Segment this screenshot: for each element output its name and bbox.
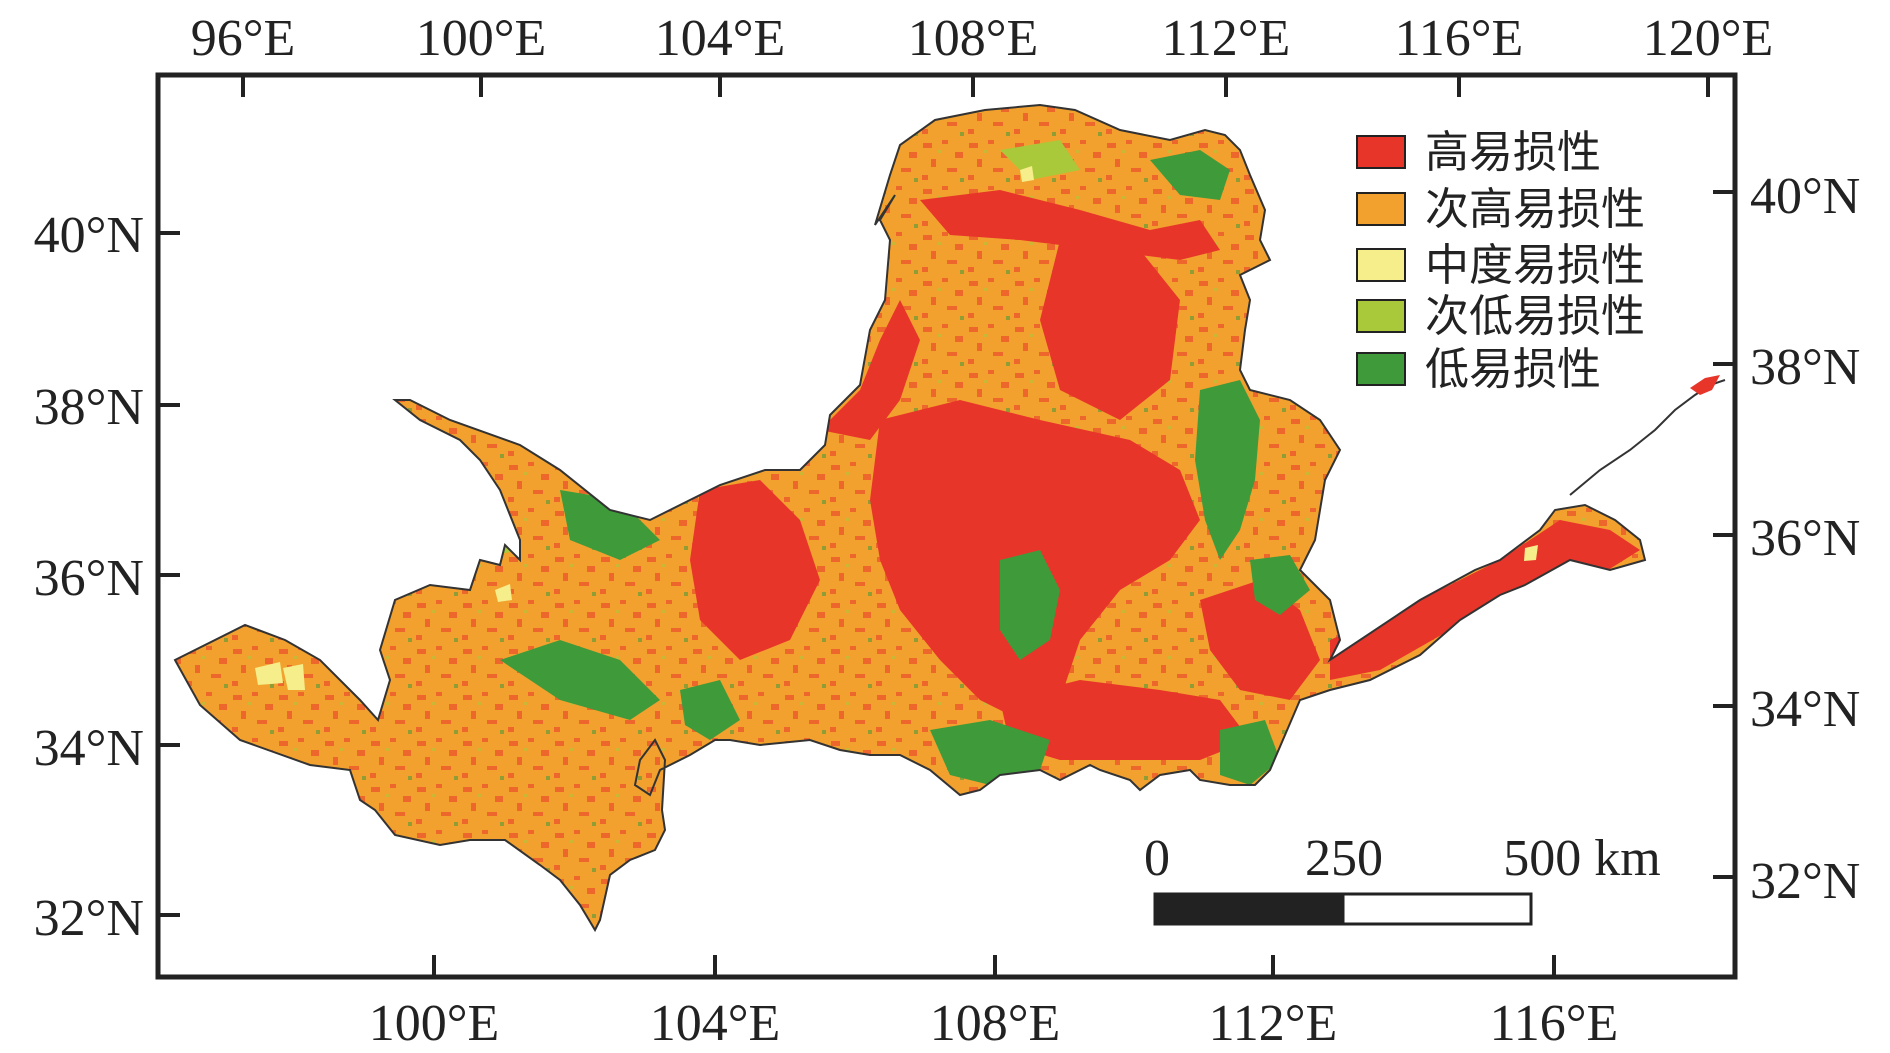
legend-label: 次高易损性 xyxy=(1425,184,1645,235)
high-patch-lower-reach xyxy=(1330,520,1640,680)
bottom-axis-label: 112°E xyxy=(1209,995,1338,1052)
scale-bar-white-segment xyxy=(1341,892,1533,926)
low-patch-luliang xyxy=(1195,380,1260,560)
legend-swatch-sub-low xyxy=(1356,299,1406,333)
bottom-axis-label: 104°E xyxy=(650,995,781,1052)
left-axis-label: 32°N xyxy=(34,890,144,947)
legend: 高易损性 次高易损性 中度易损性 次低易损性 低易损性 xyxy=(1356,127,1645,395)
top-axis-label: 108°E xyxy=(908,10,1039,67)
scale-bar: 0 250 500 km xyxy=(1144,830,1661,926)
scale-label-0: 0 xyxy=(1144,830,1170,887)
high-patch-ordos xyxy=(920,190,1220,260)
high-patch-east xyxy=(1200,580,1320,700)
right-axis-label: 38°N xyxy=(1750,339,1860,396)
low-patch-upper-west xyxy=(500,640,660,720)
low-patch-southeast xyxy=(1220,720,1280,785)
top-axis: 96°E 100°E 104°E 108°E 112°E 116°E 120°E xyxy=(191,10,1774,67)
right-axis: 40°N 38°N 36°N 34°N 32°N xyxy=(1750,168,1860,910)
high-patch-northwest-bend xyxy=(820,300,920,440)
high-patch-south xyxy=(1000,680,1250,760)
legend-item-sub-high: 次高易损性 xyxy=(1356,184,1645,235)
left-axis-label: 34°N xyxy=(34,720,144,777)
bottom-axis: 100°E 104°E 108°E 112°E 116°E xyxy=(369,995,1619,1052)
left-axis: 40°N 38°N 36°N 34°N 32°N xyxy=(34,207,144,947)
bottom-axis-label: 116°E xyxy=(1490,995,1619,1052)
top-axis-label: 120°E xyxy=(1643,10,1774,67)
high-patch-west-loess xyxy=(690,480,820,660)
legend-label: 次低易损性 xyxy=(1425,291,1645,342)
legend-swatch-sub-high xyxy=(1356,192,1406,226)
axis-ticks xyxy=(158,75,1735,977)
scale-label-250: 250 xyxy=(1305,830,1383,887)
bottom-axis-label: 100°E xyxy=(369,995,500,1052)
scale-bar-black-segment xyxy=(1153,892,1345,926)
high-patch-north xyxy=(1040,240,1180,420)
top-axis-label: 100°E xyxy=(416,10,547,67)
right-axis-label: 34°N xyxy=(1750,681,1860,738)
legend-swatch-high xyxy=(1356,135,1406,169)
legend-label: 中度易损性 xyxy=(1425,240,1645,291)
legend-item-sub-low: 次低易损性 xyxy=(1356,291,1645,342)
moderate-patch-1 xyxy=(255,662,283,685)
moderate-patch-5 xyxy=(1524,545,1538,561)
left-axis-label: 40°N xyxy=(34,207,144,264)
bottom-axis-label: 108°E xyxy=(930,995,1061,1052)
moderate-patch-4 xyxy=(1020,166,1034,182)
legend-swatch-moderate xyxy=(1356,248,1406,282)
low-patch-qinling xyxy=(930,720,1050,785)
low-patch-taihang xyxy=(1250,555,1310,615)
right-axis-label: 32°N xyxy=(1750,853,1860,910)
estuary-delta xyxy=(1690,375,1720,395)
low-patch-ziwuling xyxy=(1000,550,1060,660)
scale-label-500: 500 km xyxy=(1503,830,1660,887)
top-axis-label: 116°E xyxy=(1395,10,1524,67)
top-axis-label: 104°E xyxy=(655,10,786,67)
legend-item-moderate: 中度易损性 xyxy=(1356,240,1645,291)
left-axis-label: 36°N xyxy=(34,550,144,607)
legend-item-low: 低易损性 xyxy=(1356,344,1601,395)
left-axis-label: 38°N xyxy=(34,379,144,436)
moderate-patch-2 xyxy=(283,664,305,690)
legend-item-high: 高易损性 xyxy=(1356,127,1601,178)
low-patch-west-loess xyxy=(680,680,740,740)
moderate-patch-3 xyxy=(495,584,512,602)
top-axis-label: 112°E xyxy=(1162,10,1291,67)
top-axis-label: 96°E xyxy=(191,10,296,67)
legend-label: 低易损性 xyxy=(1425,344,1601,395)
low-patch-qilian xyxy=(560,490,660,560)
legend-label: 高易损性 xyxy=(1425,127,1601,178)
legend-swatch-low xyxy=(1356,352,1406,386)
right-axis-label: 36°N xyxy=(1750,510,1860,567)
right-axis-label: 40°N xyxy=(1750,168,1860,225)
low-patch-north xyxy=(1150,150,1230,200)
